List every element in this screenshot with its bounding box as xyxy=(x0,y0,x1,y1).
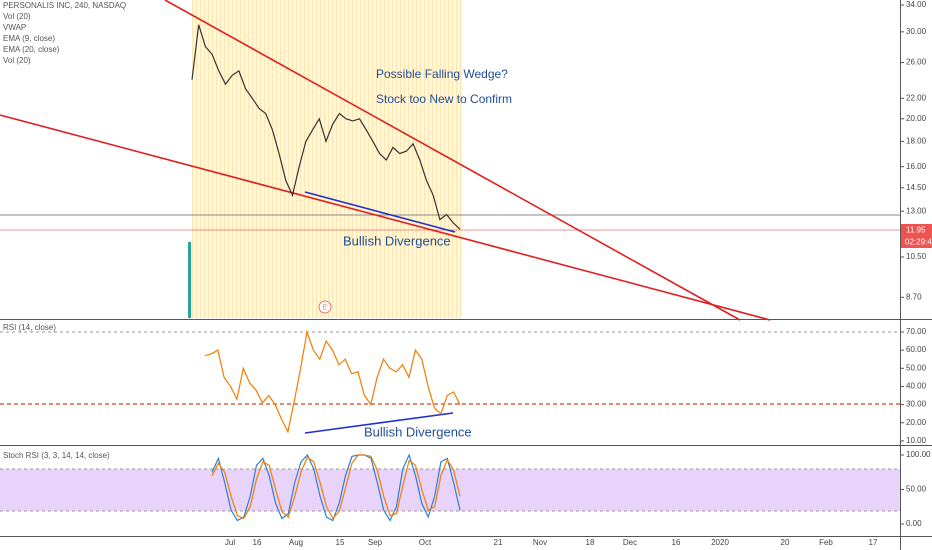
y-tick-label: 16.00 xyxy=(906,162,927,171)
x-tick-label: Sep xyxy=(368,538,383,547)
y-tick-label: 40.00 xyxy=(906,382,927,391)
legend-item: EMA (9, close) xyxy=(3,34,55,43)
y-tick-label: 13.00 xyxy=(906,206,927,215)
y-tick-label: 26.00 xyxy=(906,58,927,67)
countdown: 02:29:47 xyxy=(905,238,932,247)
y-tick-label: 30.00 xyxy=(906,400,927,409)
x-tick-label: Feb xyxy=(819,538,833,547)
y-tick-label: 34.00 xyxy=(906,0,927,9)
pane-title: Stoch RSI (3, 3, 14, 14, close) xyxy=(3,451,110,460)
legend-item: Vol (20) xyxy=(3,56,31,65)
annotation: Bullish Divergence xyxy=(343,233,451,248)
session-highlight xyxy=(192,0,462,318)
y-tick-label: 70.00 xyxy=(906,327,927,336)
legend-item: PERSONALIS INC, 240, NASDAQ xyxy=(3,1,126,10)
pane-title: RSI (14, close) xyxy=(3,323,56,332)
earnings-marker: E xyxy=(323,304,328,311)
x-tick-label: 16 xyxy=(253,538,262,547)
x-tick-label: Jul xyxy=(225,538,235,547)
y-tick-label: 30.00 xyxy=(906,27,927,36)
divergence-line xyxy=(304,191,456,233)
legend-item: VWAP xyxy=(3,23,26,32)
data-line xyxy=(204,329,461,434)
x-tick-label: Aug xyxy=(289,538,303,547)
price-badge-bg xyxy=(901,224,932,236)
legend-item: Vol (20) xyxy=(3,12,31,21)
y-tick-label: 10.50 xyxy=(906,252,927,261)
annotation: Possible Falling Wedge? xyxy=(376,67,508,81)
y-tick-label: 100.00 xyxy=(906,450,931,459)
legend-item: EMA (20, close) xyxy=(3,45,60,54)
annotation: Stock too New to Confirm xyxy=(376,92,512,106)
x-tick-label: 20 xyxy=(781,538,790,547)
data-line xyxy=(211,453,461,522)
x-tick-label: 17 xyxy=(869,538,878,547)
countdown-bg xyxy=(901,236,932,248)
plots xyxy=(191,24,461,522)
stoch-band xyxy=(0,469,900,511)
trend-line xyxy=(164,0,741,321)
y-tick-label: 50.00 xyxy=(906,485,927,494)
annotation: Bullish Divergence xyxy=(364,424,472,439)
y-tick-label: 20.00 xyxy=(906,114,927,123)
y-tick-label: 8.70 xyxy=(906,292,922,301)
x-tick-label: Oct xyxy=(419,538,432,547)
y-tick-label: 10.00 xyxy=(906,436,927,445)
trend-line xyxy=(0,114,771,321)
y-tick-label: 20.00 xyxy=(906,418,927,427)
divergence-line xyxy=(304,412,454,434)
x-tick-label: 21 xyxy=(494,538,503,547)
price-badge: 11.95 xyxy=(906,226,926,235)
x-tick-label: 2020 xyxy=(711,538,729,547)
y-tick-label: 0.00 xyxy=(906,519,922,528)
data-line xyxy=(191,24,461,230)
y-tick-label: 18.00 xyxy=(906,136,927,145)
volume-spike xyxy=(188,242,191,318)
x-tick-label: 15 xyxy=(336,538,345,547)
x-tick-label: 16 xyxy=(672,538,681,547)
x-tick-label: Nov xyxy=(533,538,547,547)
x-tick-label: 18 xyxy=(586,538,595,547)
y-tick-label: 60.00 xyxy=(906,345,927,354)
y-tick-label: 22.00 xyxy=(906,93,927,102)
y-tick-label: 50.00 xyxy=(906,363,927,372)
earnings-icon xyxy=(318,300,332,314)
y-tick-label: 14.50 xyxy=(906,183,927,192)
data-line xyxy=(211,454,461,520)
x-tick-label: Dec xyxy=(623,538,637,547)
